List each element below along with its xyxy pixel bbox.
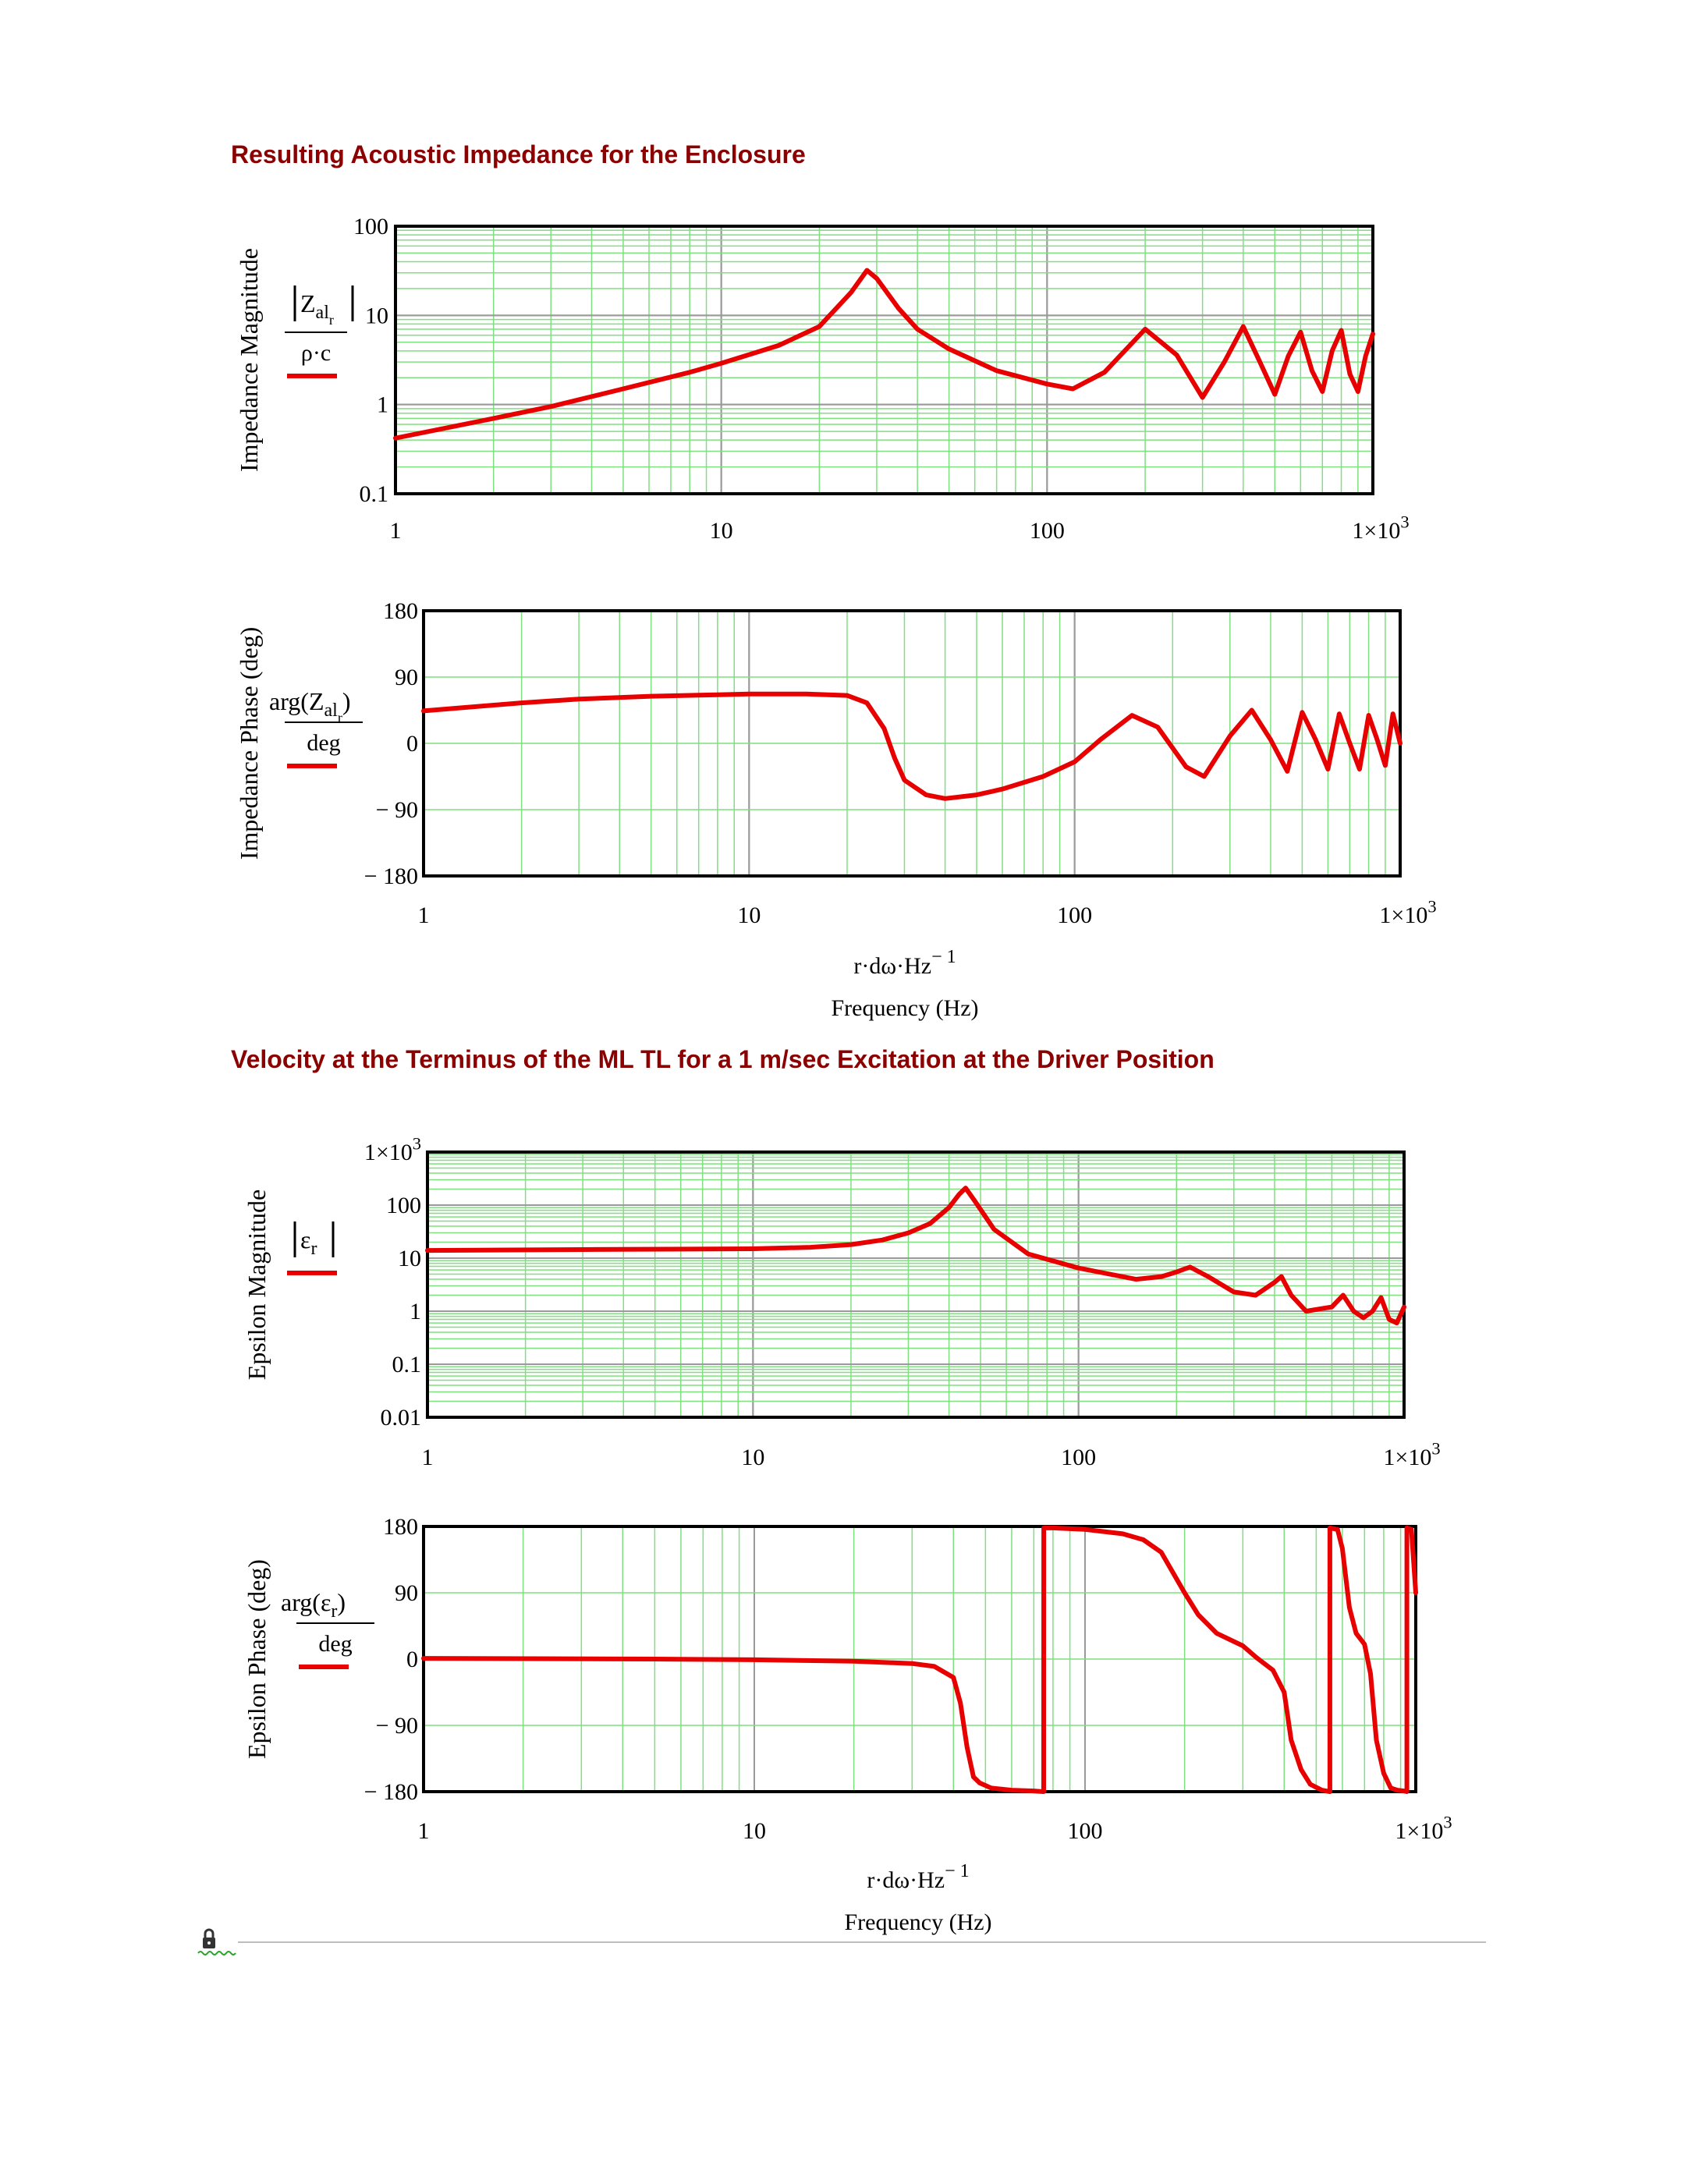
series-line-1	[421, 1525, 1418, 1794]
y-tick-label: 10	[398, 1246, 421, 1271]
chart-3: 1 10 100 1×103 0.01 0.1 1 10 100 1×103 Epsilon Mag…	[243, 1134, 1441, 1471]
y-axis-title: Impedance Phase (deg)	[235, 627, 263, 860]
legend-expression: arg(εr) deg	[281, 1588, 374, 1669]
y-tick-label: 180	[383, 598, 418, 624]
x-axis-title: Frequency (Hz)	[844, 1909, 991, 1935]
x-tick-label: 100	[1068, 1818, 1103, 1844]
y-axis-title: Epsilon Phase (deg)	[243, 1559, 271, 1759]
y-tick-label: 1×103	[364, 1134, 421, 1166]
series-line-1	[421, 691, 1403, 801]
legend-numerator: Zalr	[300, 289, 334, 328]
y-tick-label: − 180	[364, 1779, 418, 1805]
x-axis-variable: r·dω·Hz− 1	[867, 1861, 969, 1893]
grid	[423, 610, 1401, 877]
y-axis-title: Epsilon Magnitude	[243, 1190, 271, 1380]
x-tick-label: 1	[422, 1445, 434, 1470]
y-tick-label: − 90	[376, 1713, 418, 1739]
locked-region-icon[interactable]	[197, 1927, 242, 1958]
x-tick-label: 10	[743, 1818, 766, 1844]
x-tick-label: 100	[1030, 518, 1065, 544]
y-tick-label: 0.01	[381, 1405, 422, 1431]
series-line-1	[393, 268, 1375, 441]
legend-denominator: deg	[318, 1631, 352, 1657]
y-tick-label: 0	[406, 731, 418, 757]
x-tick-label: 1	[390, 518, 402, 544]
grid	[395, 225, 1374, 495]
x-tick-label: 1×103	[1395, 1813, 1452, 1845]
region-end-line	[238, 1941, 1486, 1943]
y-tick-label: 90	[395, 665, 418, 690]
y-tick-label: 10	[365, 303, 388, 328]
x-tick-label: 1×103	[1352, 512, 1409, 544]
plot-frame	[426, 1150, 1406, 1419]
x-tick-label: 10	[741, 1445, 764, 1470]
y-tick-label: 0.1	[392, 1352, 422, 1377]
y-axis-title: Impedance Magnitude	[235, 248, 263, 472]
y-tick-label: 0.1	[360, 481, 389, 507]
y-tick-label: 180	[383, 1514, 418, 1540]
x-tick-label: 10	[737, 902, 761, 928]
x-tick-label: 1	[418, 902, 430, 928]
y-tick-label: 90	[395, 1580, 418, 1606]
legend-denominator: ρ·c	[301, 340, 331, 366]
x-axis-title: Frequency (Hz)	[831, 995, 978, 1021]
x-tick-label: 1×103	[1383, 1439, 1440, 1471]
legend-expression: Zalr ρ·c	[285, 285, 354, 378]
x-axis-variable: r·dω·Hz− 1	[853, 947, 956, 979]
legend-expression: arg(Zalr) deg	[269, 687, 363, 768]
chart-4: 1 10 100 1×103 − 180 − 90 0 90 180 Epsilon Phase …	[243, 1514, 1452, 1935]
x-tick-label: 10	[710, 518, 733, 544]
section-title-velocity: Velocity at the Terminus of the ML TL fo…	[231, 1045, 1215, 1073]
y-tick-label: 1	[410, 1299, 421, 1324]
legend-denominator: deg	[307, 730, 340, 756]
x-tick-label: 1×103	[1379, 897, 1436, 929]
y-tick-label: − 180	[364, 863, 418, 889]
y-tick-label: − 90	[376, 797, 418, 823]
legend-expression: εr	[287, 1221, 337, 1275]
section-title-impedance: Resulting Acoustic Impedance for the Enc…	[231, 140, 806, 168]
y-tick-label: 1	[377, 392, 388, 418]
series-line-1	[425, 1186, 1406, 1326]
y-tick-label: 100	[386, 1193, 421, 1218]
grid	[427, 1151, 1405, 1418]
x-tick-label: 100	[1061, 1445, 1096, 1470]
legend-numerator: arg(Zalr)	[269, 687, 350, 725]
y-tick-label: 100	[353, 214, 388, 239]
legend-numerator: εr	[300, 1225, 317, 1259]
x-tick-label: 1	[418, 1818, 430, 1844]
chart-2: 1 10 100 1×103 − 180 − 90 0 90 180 Impedance Phas…	[235, 598, 1437, 1021]
plot-frame	[394, 225, 1374, 495]
legend-numerator: arg(εr)	[281, 1588, 346, 1622]
x-tick-label: 100	[1057, 902, 1092, 928]
y-tick-label: 0	[406, 1647, 418, 1672]
